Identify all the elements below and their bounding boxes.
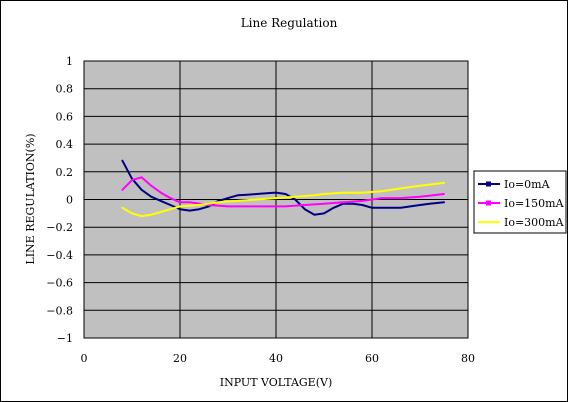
legend-label: Io=300mA (504, 216, 565, 229)
y-tick-label: 0.4 (56, 138, 74, 151)
x-tick-label: 20 (173, 352, 187, 365)
legend-label: Io=150mA (504, 197, 565, 210)
legend-label: Io=0mA (504, 178, 551, 191)
y-axis-ticks: 1 0.8 0.6 0.4 0.2 0 −0.2 −0.4 −0.6 −0.8 −1 (46, 55, 73, 345)
x-tick-label: 60 (365, 352, 379, 365)
legend-marker (486, 181, 491, 187)
series-line-2 (121, 176, 445, 208)
y-tick-label: 0.8 (56, 83, 74, 96)
x-tick-label: 40 (269, 352, 283, 365)
legend-marker (486, 200, 491, 206)
gridlines (83, 60, 469, 339)
y-tick-label: −0.2 (46, 221, 73, 234)
y-tick-label: 1 (66, 55, 73, 68)
legend: Io=0mA Io=150mA Io=300mA (473, 170, 567, 234)
y-tick-label: −1 (57, 332, 73, 345)
series-lines (121, 159, 445, 218)
x-axis-ticks: 0 20 40 60 80 (81, 352, 476, 365)
x-tick-label: 80 (461, 352, 475, 365)
y-tick-label: −0.4 (46, 249, 73, 262)
x-axis-label: INPUT VOLTAGE(V) (220, 376, 332, 389)
y-tick-label: 0.6 (56, 110, 74, 123)
y-axis-label: LINE REGULATION(%) (24, 133, 37, 264)
x-tick-label: 0 (81, 352, 88, 365)
chart-title: Line Regulation (241, 16, 338, 30)
y-tick-label: 0 (66, 194, 73, 207)
y-tick-label: 0.2 (56, 166, 74, 179)
y-tick-label: −0.6 (46, 277, 73, 290)
series-line-3 (121, 181, 445, 218)
y-tick-label: −0.8 (46, 304, 73, 317)
